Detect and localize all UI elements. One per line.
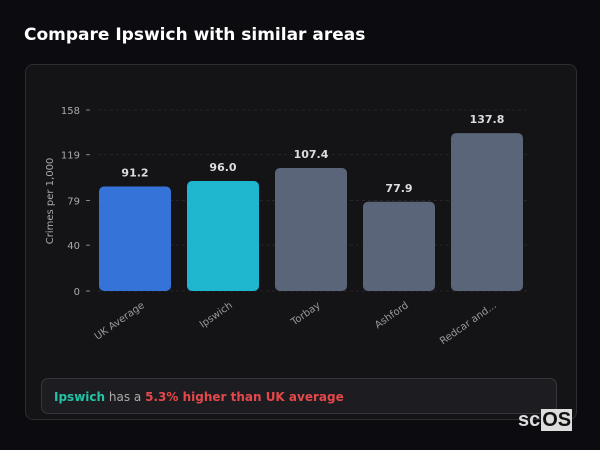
note-text: has a (108, 390, 142, 404)
y-axis-label: Crimes per 1,000 (45, 158, 56, 245)
x-tick-label: Ipswich (198, 300, 235, 330)
bar-value-label: 137.8 (470, 113, 505, 126)
comparison-note: Ipswich has a 5.3% higher than UK averag… (41, 378, 557, 414)
y-tick-label: 40 (67, 241, 80, 252)
bar-2 (275, 167, 347, 291)
bar-value-label: 107.4 (294, 148, 329, 161)
y-tick-label: 0 (74, 287, 80, 298)
bar-4 (451, 133, 523, 291)
bar-value-label: 77.9 (385, 182, 412, 195)
bar-1 (187, 181, 259, 291)
bar-value-label: 96.0 (209, 161, 236, 174)
y-tick-label: 119 (61, 151, 80, 162)
x-tick-label: Redcar and... (438, 300, 499, 347)
x-tick-label: Torbay (289, 300, 323, 329)
bar-value-label: 91.2 (121, 167, 148, 180)
page-title: Compare Ipswich with similar areas (24, 25, 366, 45)
scos-logo: sc OS (518, 409, 573, 431)
y-tick-label: 79 (67, 197, 80, 208)
y-tick-label: 158 (61, 106, 80, 117)
x-tick-label: UK Average (93, 300, 147, 342)
comparison-stat: 5.3% higher than UK average (145, 390, 344, 404)
bar-3 (363, 201, 435, 291)
area-name: Ipswich (54, 390, 106, 404)
x-tick-label: Ashford (373, 300, 411, 331)
bar-0 (99, 186, 171, 291)
